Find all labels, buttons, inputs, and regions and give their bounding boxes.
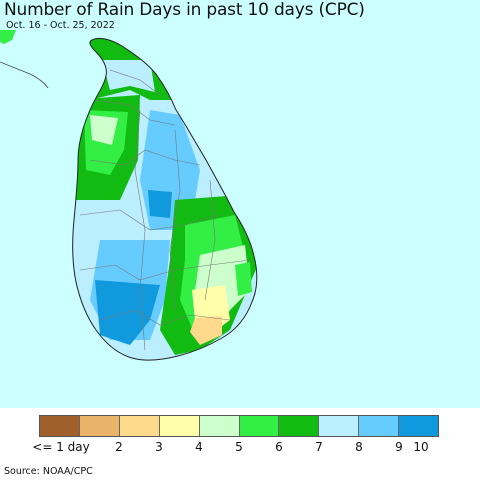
- legend-label: 6: [275, 440, 283, 454]
- island-coastline: [72, 37, 258, 361]
- india-landmass: [0, 30, 16, 44]
- legend-swatch: [359, 416, 400, 436]
- legend-labels: <= 1 day 2 3 4 5 6 7 8 9 10: [0, 440, 480, 456]
- legend-label: 8: [355, 440, 363, 454]
- legend-swatch: [399, 416, 439, 436]
- map-frame: Number of Rain Days in past 10 days (CPC…: [0, 0, 480, 408]
- legend-label: 9: [395, 440, 403, 454]
- date-range: Oct. 16 - Oct. 25, 2022: [6, 20, 115, 31]
- legend-bar: [39, 415, 439, 437]
- legend-swatch: [119, 416, 160, 436]
- legend-label: 3: [155, 440, 163, 454]
- legend-swatch: [279, 416, 320, 436]
- legend-swatch: [319, 416, 360, 436]
- legend-swatch: [239, 416, 280, 436]
- sri-lanka-map: [0, 0, 480, 408]
- legend-swatch: [199, 416, 240, 436]
- region-southeast-3-days: [190, 316, 222, 345]
- legend-swatch: [79, 416, 120, 436]
- region-central-10-days: [148, 190, 172, 218]
- region-southwest-10-days: [95, 280, 160, 345]
- legend-label: 5: [235, 440, 243, 454]
- legend-swatch: [159, 416, 200, 436]
- legend-label: 10: [413, 440, 429, 454]
- legend-label: 2: [115, 440, 123, 454]
- district-borders: [79, 69, 251, 351]
- source-note: Source: NOAA/CPC: [4, 466, 93, 477]
- region-northwest-5-days: [90, 115, 118, 145]
- map-title: Number of Rain Days in past 10 days (CPC…: [4, 0, 365, 20]
- ocean: [0, 0, 480, 408]
- legend-label: 7: [315, 440, 323, 454]
- region-east-coast-6-days: [235, 262, 252, 296]
- coastline-india: [0, 61, 49, 89]
- legend-label: <= 1 day: [32, 440, 90, 454]
- legend-label: 4: [195, 440, 203, 454]
- legend-swatch: [40, 416, 80, 436]
